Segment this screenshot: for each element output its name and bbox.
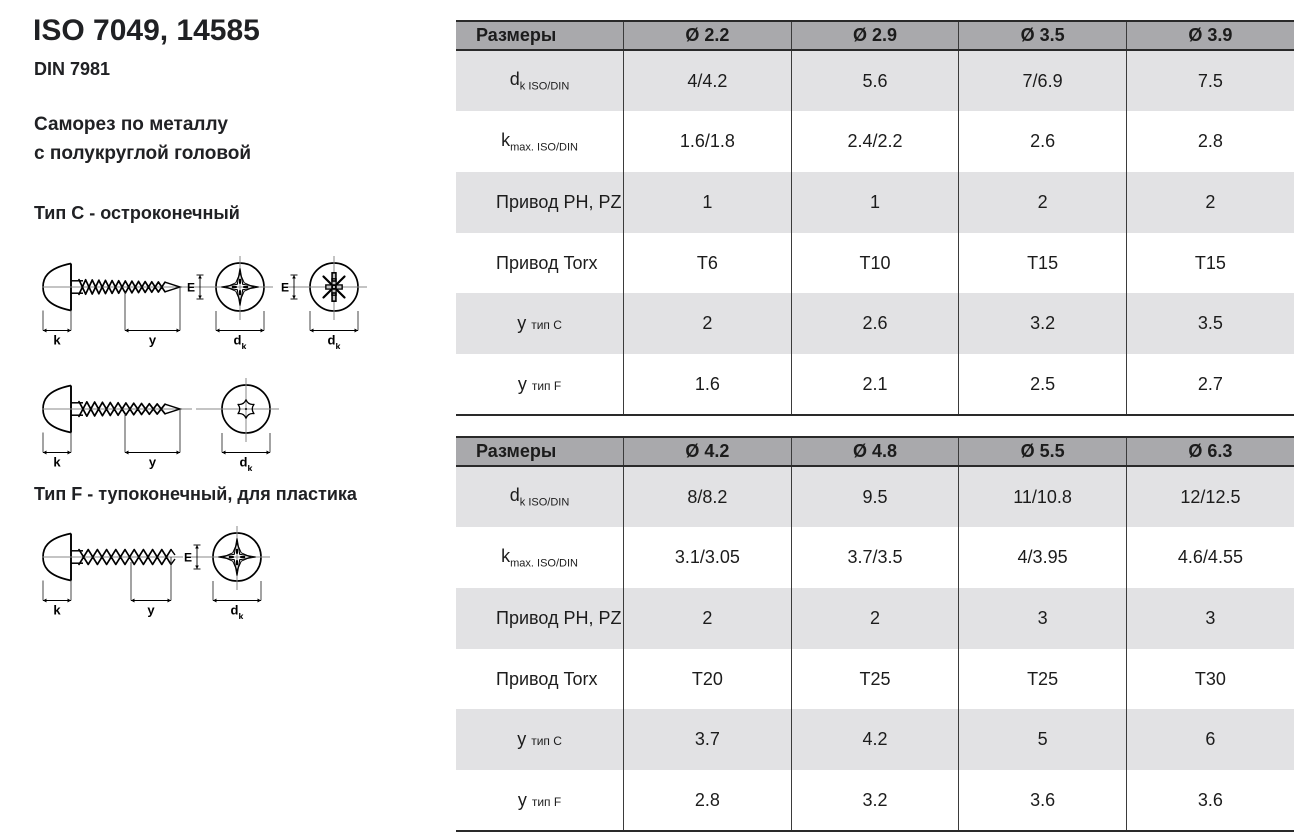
svg-text:y: y [149, 455, 157, 470]
svg-text:dk: dk [328, 333, 342, 349]
svg-text:dk: dk [240, 455, 254, 471]
svg-text:dk: dk [231, 603, 245, 619]
svg-text:k: k [53, 333, 61, 348]
svg-text:k: k [53, 603, 61, 618]
svg-text:dk: dk [234, 333, 248, 349]
svg-text:E: E [281, 281, 289, 295]
svg-text:E: E [187, 281, 195, 295]
svg-text:k: k [53, 455, 61, 470]
svg-text:y: y [149, 333, 157, 348]
svg-text:E: E [184, 551, 192, 565]
svg-text:y: y [147, 603, 155, 618]
